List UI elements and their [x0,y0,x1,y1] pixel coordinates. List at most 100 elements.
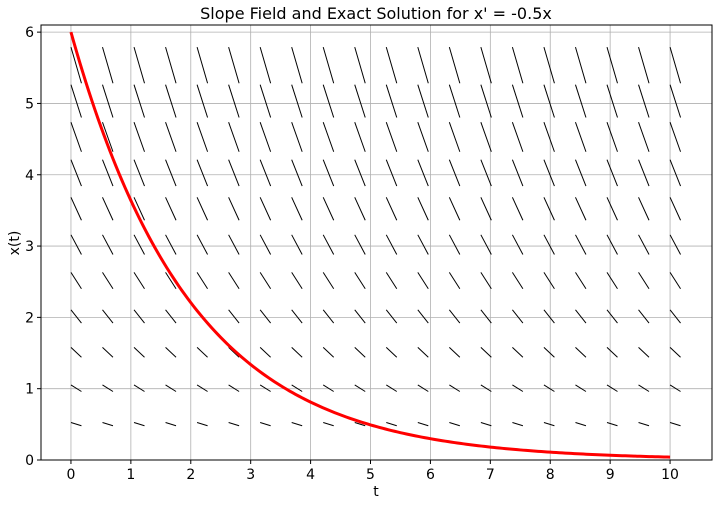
slope-segment [606,159,618,187]
slope-segment [543,384,555,392]
slope-segment [291,421,303,427]
slope-segment [543,84,555,118]
slope-segment [291,347,303,358]
solution-curve-group [69,31,671,459]
slope-segment [574,122,587,152]
slope-segment [638,159,650,187]
slope-segment [133,84,145,118]
slope-segment [385,84,398,118]
slope-segment [70,309,82,324]
slope-segment [448,84,461,118]
slope-segment [638,384,650,392]
slope-segment [165,197,177,221]
slope-segment [165,159,177,187]
y-axis-label: x(t) [7,231,23,256]
slope-segment [133,47,145,84]
slope-segment [354,122,366,152]
slope-segment [228,347,240,358]
slope-segment [102,384,114,392]
slope-segment [354,197,366,221]
slope-segment [448,122,461,152]
slope-segment [133,234,145,255]
y-tick-label: 2 [25,310,34,326]
slope-segment [322,197,335,221]
slope-segment [385,159,398,187]
slope-segment [322,234,335,255]
slope-segment [259,421,271,427]
slope-segment [669,272,681,290]
slope-segment [575,272,587,290]
slope-segment [449,384,461,392]
slope-segment [417,234,429,255]
slope-segment [102,421,114,427]
slope-segment [133,347,145,358]
slope-segment [354,347,366,358]
slope-segment [196,159,209,187]
slope-segment [638,421,650,427]
x-tick-label: 2 [186,467,195,483]
slope-segment [575,197,587,221]
slope-segment [70,47,82,84]
slope-segment [196,421,208,427]
slope-segment [638,47,650,84]
slope-segment [669,197,682,221]
x-tick-label: 0 [66,467,75,483]
chart-title: Slope Field and Exact Solution for x' = … [200,4,552,23]
slope-segment [480,347,492,358]
slope-segment [133,122,145,152]
slope-field [70,47,682,427]
slope-segment [259,122,272,152]
slope-segment [606,309,618,324]
slope-segment [259,47,272,84]
slope-segment [669,84,682,118]
slope-segment [70,272,82,290]
slope-segment [259,197,272,221]
slope-segment [102,309,114,324]
slope-segment [543,234,555,255]
slope-segment [102,272,114,290]
slope-segment [638,309,650,324]
slope-segment [228,234,240,255]
slope-segment [480,309,492,324]
slope-segment [385,122,398,152]
slope-segment [322,347,335,358]
x-tick-label: 1 [126,467,135,483]
slope-segment [196,347,208,358]
slope-segment [669,309,681,324]
slope-segment [196,122,209,152]
slope-segment [669,347,681,358]
slope-segment [323,421,334,427]
slope-segment [480,272,492,290]
slope-segment [511,122,524,152]
slope-segment [102,84,114,118]
slope-segment [102,197,114,221]
solution-curve [69,31,671,459]
slope-segment [669,421,681,427]
slope-segment [417,309,429,324]
slope-segment [228,272,240,290]
slope-segment [133,421,145,427]
slope-segment [480,47,492,84]
slope-segment [354,159,366,187]
slope-segment [228,197,240,221]
slope-segment [196,197,209,221]
slope-segment [259,159,272,187]
slope-segment [543,421,555,427]
slope-segment [385,234,398,255]
slope-segment [385,47,398,84]
slope-segment [291,384,303,392]
slope-segment [70,347,82,358]
slope-segment [575,347,587,358]
slope-segment [511,47,524,84]
slope-segment [228,84,240,118]
slope-segment [575,234,587,255]
slope-segment [259,309,272,324]
slope-segment [417,122,429,152]
slope-segment [70,122,82,152]
slope-segment [165,234,177,255]
slope-segment [543,272,555,290]
slope-segment [354,309,366,324]
slope-segment [669,47,682,84]
slope-segment [575,421,587,427]
